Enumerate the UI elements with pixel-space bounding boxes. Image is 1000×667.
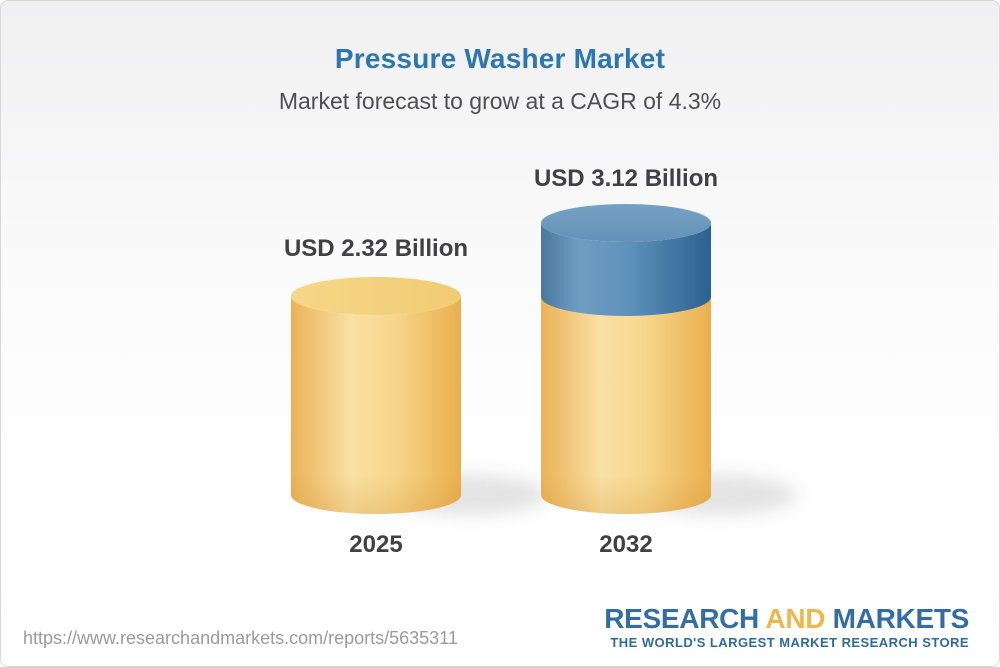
logo-wordmark: RESEARCH AND MARKETS [604,602,970,634]
bar-2025-cylinder [291,277,461,514]
logo-word-markets: MARKETS [832,602,970,634]
bar-2032-growth-segment [541,223,711,316]
bar-2032-cylinder [541,204,711,514]
value-label-2032: USD 3.12 Billion [533,165,719,192]
logo-word-and: AND [765,602,826,634]
report-url: https://www.researchandmarkets.com/repor… [23,628,458,648]
category-label-2025: 2025 [349,531,403,558]
logo-tagline: THE WORLD'S LARGEST MARKET RESEARCH STOR… [610,635,969,650]
logo-word-research: RESEARCH [604,602,759,634]
page-title: Pressure Washer Market [334,43,666,74]
value-label-2025: USD 2.32 Billion [283,235,469,262]
research-and-markets-logo: RESEARCH AND MARKETS THE WORLD'S LARGEST… [604,602,970,650]
page-subtitle: Market forecast to grow at a CAGR of 4.3… [278,88,722,114]
category-label-2032: 2032 [599,531,653,558]
